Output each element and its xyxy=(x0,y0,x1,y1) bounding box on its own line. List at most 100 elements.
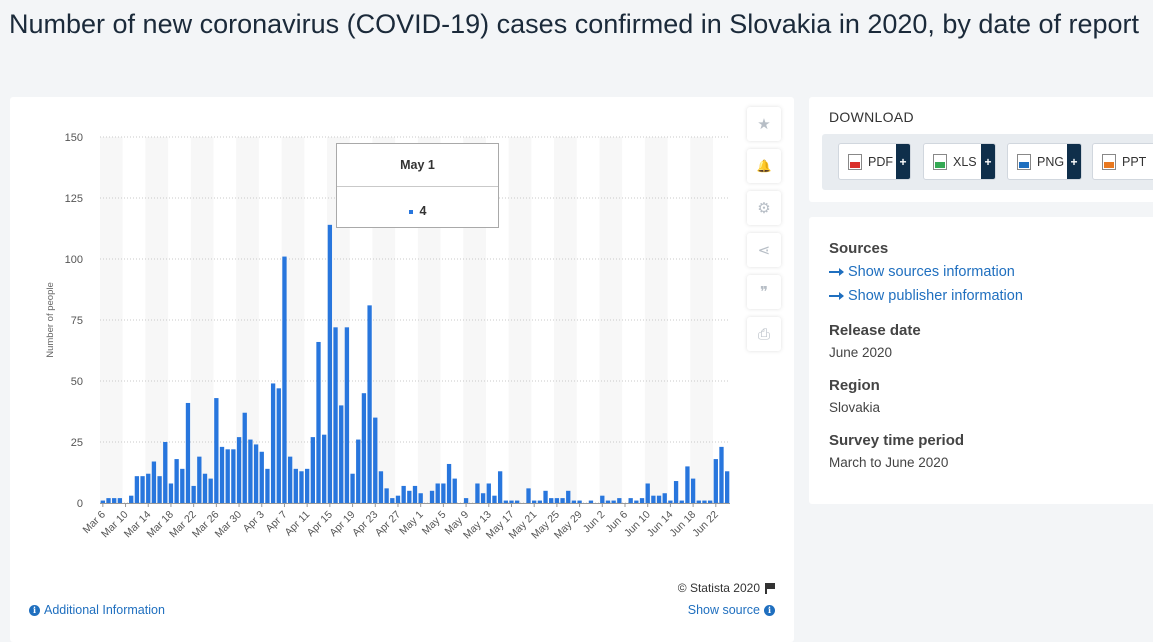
bar xyxy=(707,500,713,503)
plus-icon: + xyxy=(896,144,910,179)
bell-icon[interactable]: 🔔 xyxy=(747,149,781,183)
bar xyxy=(140,476,145,503)
bar xyxy=(350,473,355,503)
survey-period-heading: Survey time period xyxy=(829,432,965,449)
release-date-value: June 2020 xyxy=(829,345,893,360)
bar xyxy=(242,412,247,503)
share-icon[interactable]: ⋖ xyxy=(747,233,781,267)
additional-information-label: Additional Information xyxy=(44,603,165,617)
bar xyxy=(180,468,185,503)
bar xyxy=(537,500,543,503)
bar xyxy=(390,498,395,503)
bar xyxy=(668,500,673,503)
bar xyxy=(112,498,117,503)
download-title: DOWNLOAD xyxy=(829,109,914,125)
quote-icon[interactable]: ❞ xyxy=(747,275,781,309)
region-heading: Region xyxy=(829,377,880,394)
bar xyxy=(515,500,520,503)
x-tick-label: Jun 2 xyxy=(581,509,608,536)
bar xyxy=(174,459,179,503)
info-icon: i xyxy=(29,604,40,616)
bar xyxy=(639,498,645,503)
bar xyxy=(163,442,168,503)
bar xyxy=(673,481,679,503)
chart-card: 0 25 50 75 100 125 150 Number of people Mar 6 Mar… xyxy=(10,97,794,642)
survey-period-value: March to June 2020 xyxy=(829,455,949,470)
bar xyxy=(299,471,304,503)
x-tick-label: Apr 3 xyxy=(241,509,267,535)
print-icon[interactable]: ⎙ xyxy=(747,317,781,351)
bar xyxy=(605,500,611,503)
plus-icon: + xyxy=(1067,144,1081,179)
bar xyxy=(656,495,662,503)
bar xyxy=(276,388,281,503)
region-value: Slovakia xyxy=(829,400,881,415)
y-tick-label: 50 xyxy=(71,376,83,388)
bar xyxy=(293,468,298,503)
pdf-file-icon xyxy=(848,153,862,170)
additional-information-link[interactable]: i Additional Information xyxy=(29,603,165,617)
bar xyxy=(407,490,412,503)
bar xyxy=(129,495,134,503)
bar xyxy=(588,500,594,503)
bar xyxy=(600,495,605,503)
bar xyxy=(543,490,548,503)
tooltip-date: May 1 xyxy=(337,144,498,187)
bar xyxy=(134,476,140,503)
tooltip-value-text: 4 xyxy=(419,204,427,218)
bar xyxy=(549,498,554,503)
bar xyxy=(566,490,571,503)
statista-credit[interactable]: © Statista 2020 xyxy=(678,581,775,595)
chart-band xyxy=(372,137,396,503)
info-panel: Sources Show sources information Show pu… xyxy=(809,217,1153,504)
bar xyxy=(310,437,315,503)
bar xyxy=(480,493,486,503)
y-tick-label: 150 xyxy=(65,132,83,144)
bar xyxy=(577,500,582,503)
bar xyxy=(106,498,111,503)
bar xyxy=(645,483,650,503)
show-publisher-link[interactable]: Show publisher information xyxy=(829,288,1023,304)
series-dot-icon xyxy=(408,209,413,214)
bar xyxy=(702,500,707,503)
bar xyxy=(333,327,338,503)
y-tick-label: 75 xyxy=(71,315,83,327)
chart-band xyxy=(145,137,169,503)
bar xyxy=(344,327,350,503)
download-ppt-button[interactable]: PPT xyxy=(1092,143,1153,180)
sources-heading: Sources xyxy=(829,240,889,257)
download-panel: DOWNLOAD PDF + XLS + PNG + PPT xyxy=(809,97,1153,202)
bar xyxy=(446,463,452,503)
bar xyxy=(429,490,435,503)
download-xls-button[interactable]: XLS + xyxy=(923,143,996,180)
bar xyxy=(395,495,401,503)
bar xyxy=(634,500,639,503)
bar xyxy=(713,459,718,503)
bar xyxy=(384,488,389,503)
bar xyxy=(503,500,508,503)
show-source-link[interactable]: Show source i xyxy=(688,603,775,617)
y-tick-label: 125 xyxy=(65,193,83,205)
download-png-button[interactable]: PNG + xyxy=(1007,143,1082,180)
bar xyxy=(418,493,423,503)
release-date-heading: Release date xyxy=(829,322,921,339)
download-buttons: PDF + XLS + PNG + PPT xyxy=(822,134,1153,190)
bar xyxy=(185,402,191,503)
bar xyxy=(662,493,667,503)
y-tick-label: 0 xyxy=(77,498,83,510)
chart-toolbar: ★ 🔔 ⚙ ⋖ ❞ ⎙ xyxy=(747,107,781,359)
show-sources-link[interactable]: Show sources information xyxy=(829,264,1015,280)
bar xyxy=(197,456,202,503)
bar xyxy=(316,341,321,503)
bar xyxy=(696,500,701,503)
bar xyxy=(305,468,310,503)
ppt-file-icon xyxy=(1102,153,1116,170)
bar xyxy=(356,439,361,503)
gear-icon[interactable]: ⚙ xyxy=(747,191,781,225)
star-icon[interactable]: ★ xyxy=(747,107,781,141)
bar xyxy=(526,488,531,503)
bar xyxy=(265,468,270,503)
download-pdf-button[interactable]: PDF + xyxy=(838,143,911,180)
xls-file-icon xyxy=(933,153,947,170)
